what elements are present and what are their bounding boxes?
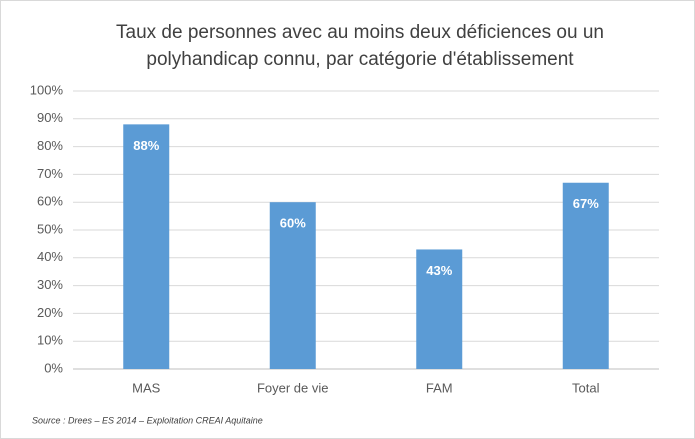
y-tick-label: 40% <box>37 249 63 264</box>
data-label: 43% <box>426 263 452 278</box>
data-label: 60% <box>280 216 306 231</box>
y-tick-label: 70% <box>37 166 63 181</box>
bar <box>416 249 463 369</box>
y-tick-label: 30% <box>37 277 63 292</box>
bar <box>123 124 170 369</box>
y-tick-label: 100% <box>30 82 64 97</box>
y-tick-label: 50% <box>37 221 63 236</box>
data-label: 67% <box>573 196 599 211</box>
chart-title: polyhandicap connu, par catégorie d'étab… <box>146 49 574 70</box>
y-tick-label: 60% <box>37 194 63 209</box>
source-note: Source : Drees – ES 2014 – Exploitation … <box>32 415 263 425</box>
x-tick-label: Foyer de vie <box>257 380 329 395</box>
y-tick-label: 10% <box>37 333 63 348</box>
y-tick-label: 90% <box>37 110 63 125</box>
chart-title: Taux de personnes avec au moins deux déf… <box>116 22 604 43</box>
bar <box>269 202 316 369</box>
y-tick-label: 20% <box>37 305 63 320</box>
bar <box>562 182 609 369</box>
x-tick-label: FAM <box>426 380 453 395</box>
y-tick-label: 0% <box>44 360 63 375</box>
x-tick-label: MAS <box>132 380 161 395</box>
x-tick-label: Total <box>572 380 600 395</box>
y-tick-label: 80% <box>37 138 63 153</box>
data-label: 88% <box>133 138 159 153</box>
